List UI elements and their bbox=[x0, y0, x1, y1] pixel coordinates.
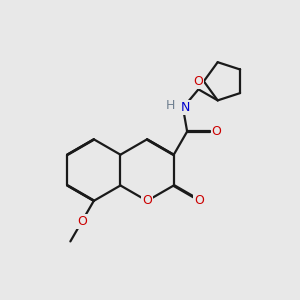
Text: O: O bbox=[212, 125, 221, 138]
Text: O: O bbox=[194, 75, 203, 88]
Text: O: O bbox=[142, 194, 152, 207]
Text: H: H bbox=[166, 99, 176, 112]
Text: N: N bbox=[181, 101, 190, 114]
Text: O: O bbox=[77, 215, 87, 228]
Text: O: O bbox=[194, 194, 204, 207]
